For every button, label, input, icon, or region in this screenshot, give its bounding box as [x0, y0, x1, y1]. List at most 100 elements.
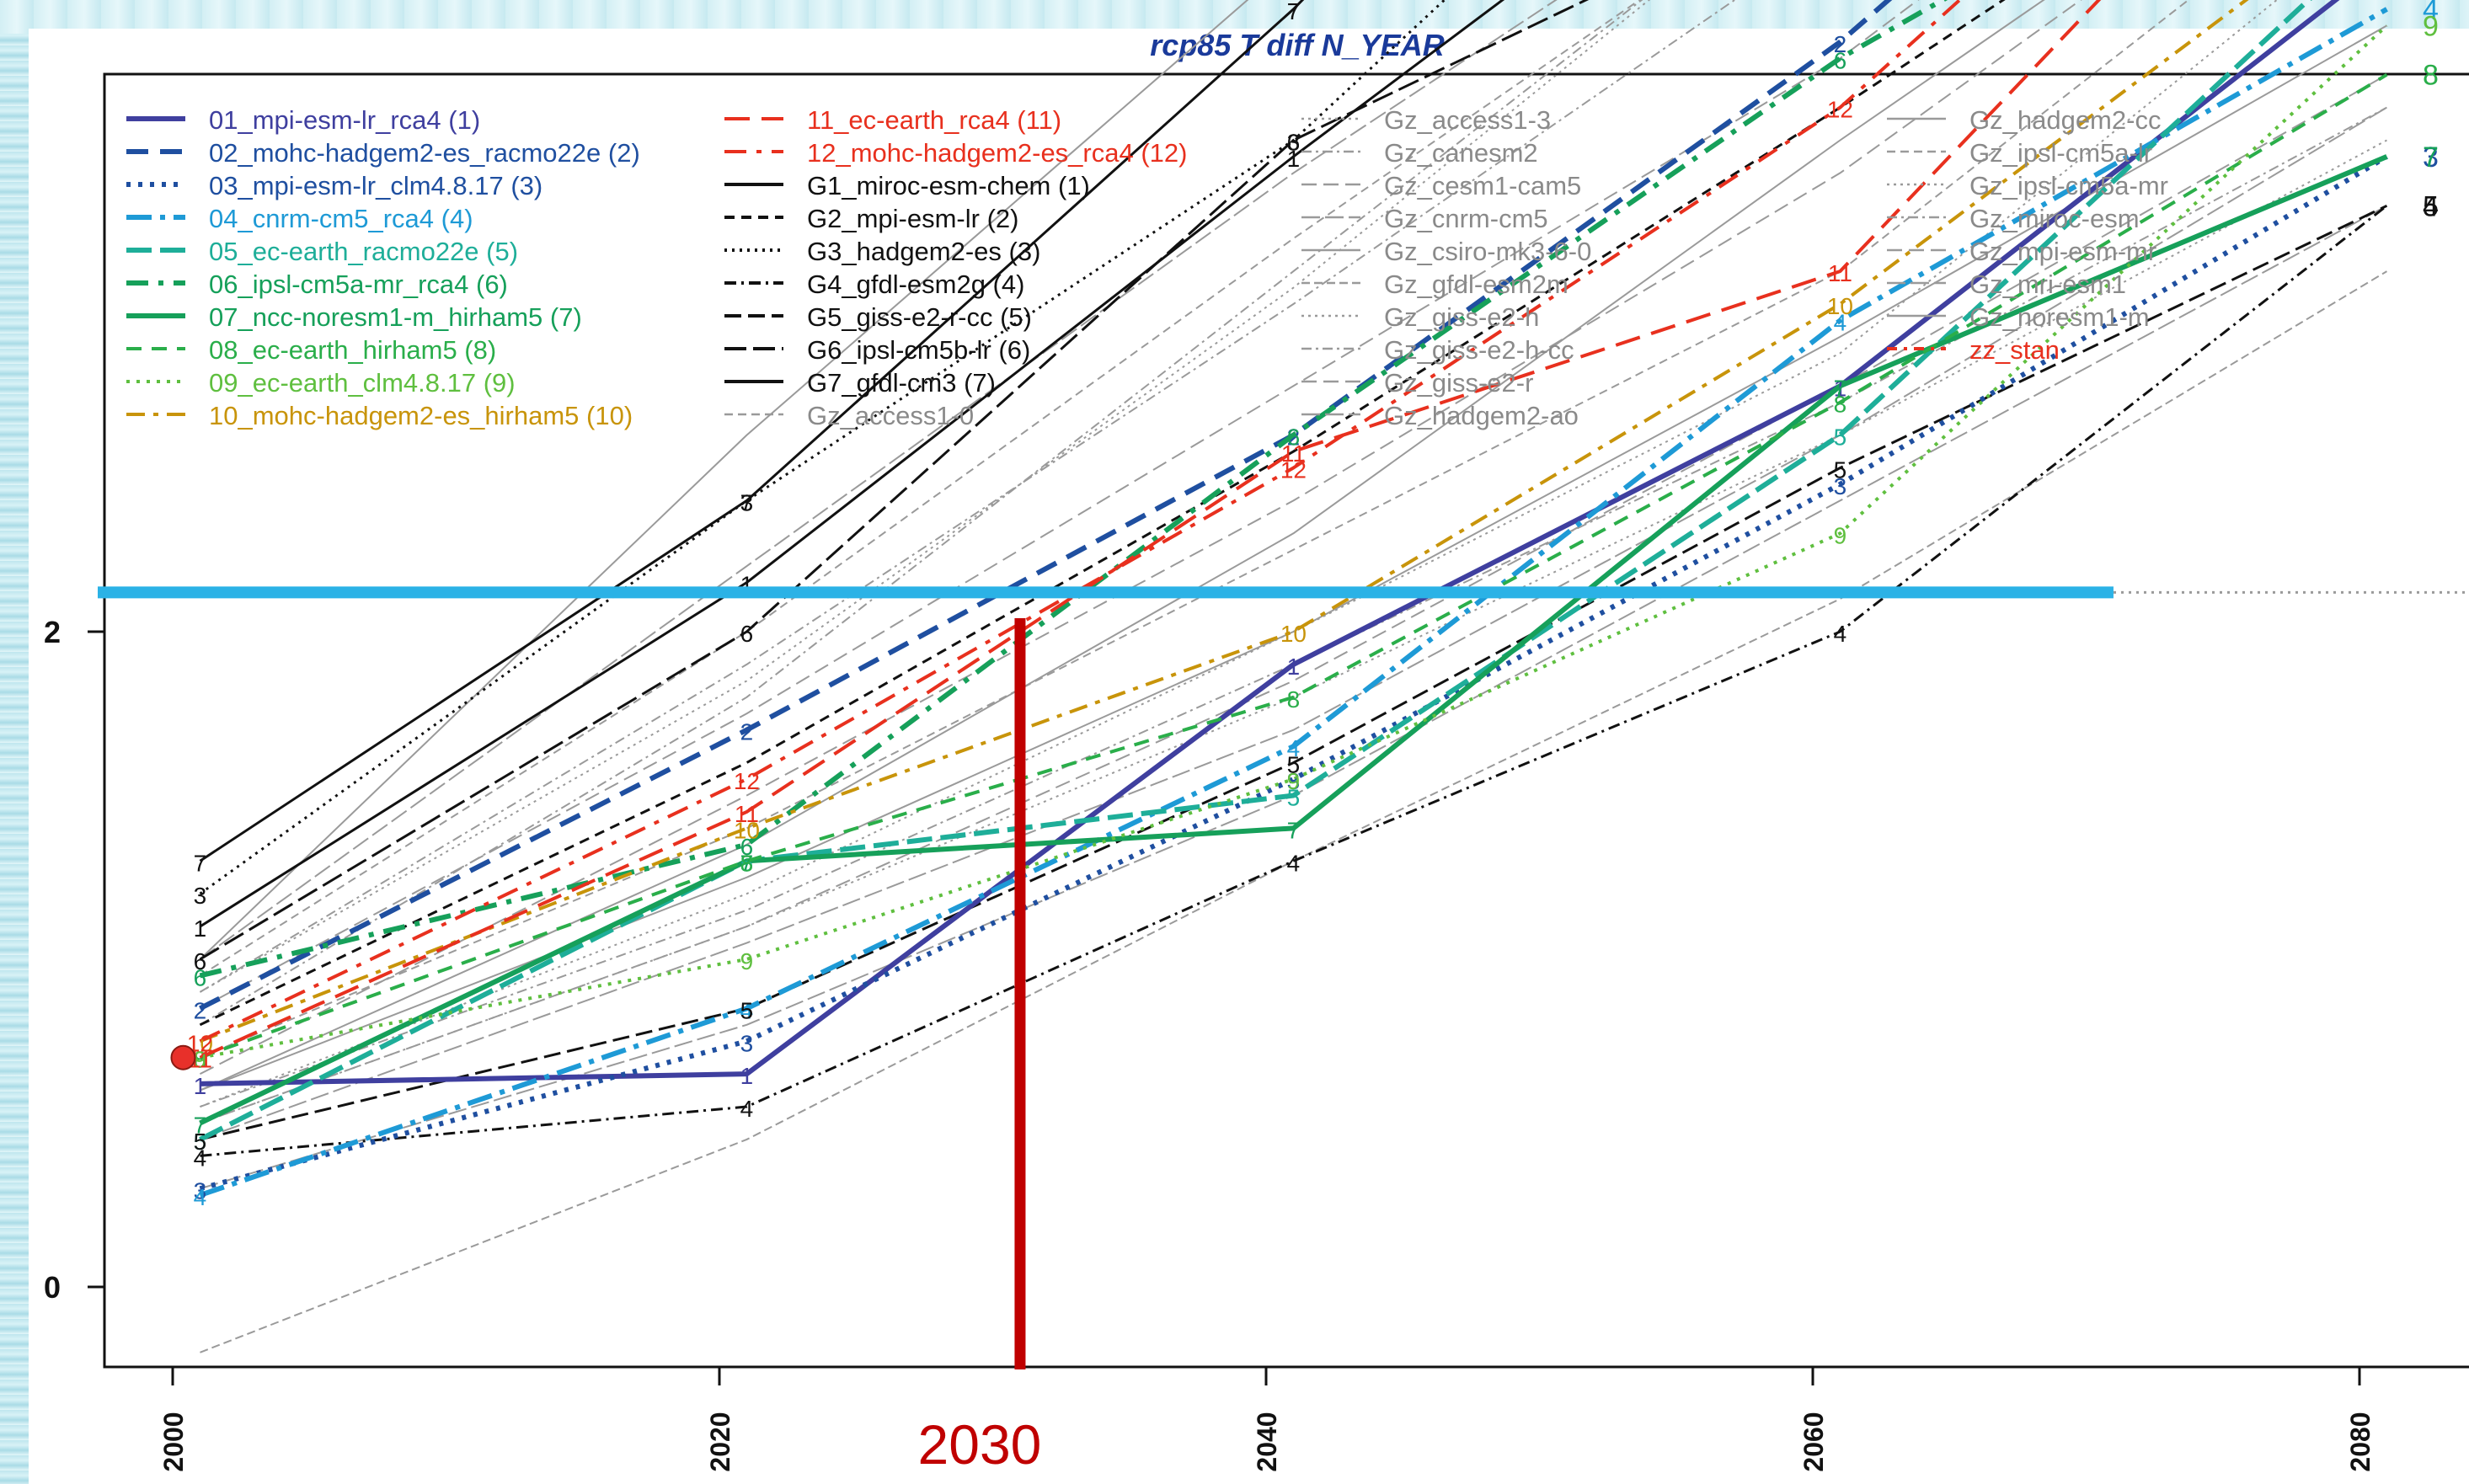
series-point-label: 9 [740, 948, 754, 974]
series-line [200, 106, 2387, 1140]
series-line [199, 0, 1505, 928]
series-point-label: 6 [1287, 130, 1301, 156]
series-point-label: 5 [740, 850, 754, 876]
series-line [199, 0, 1249, 960]
series-line [200, 204, 2388, 1141]
series-point-label: 12 [734, 768, 760, 794]
x-tick-label: 2040 [1252, 1412, 1282, 1471]
series-point-label: 2 [194, 997, 207, 1023]
series-point-label: 3 [740, 489, 754, 515]
series-point-label: 7 [1834, 375, 1847, 401]
series-point-label: 9 [194, 1047, 207, 1073]
legend-entry: G2_mpi-esm-lr (2) [807, 204, 1018, 233]
chart-panel [29, 29, 2469, 1484]
legend-entry: 11_ec-earth_rca4 (11) [807, 105, 1061, 135]
series-point-label: 6 [1287, 424, 1301, 451]
legend-entry: Gz_gfdl-esm2m [1384, 270, 1569, 299]
legend-entry: G3_hadgem2-es (3) [807, 237, 1040, 266]
series-line [199, 0, 1948, 979]
series-line [199, 0, 1651, 993]
series-point-label: 5 [1834, 457, 1847, 483]
series-point-label: 6 [740, 834, 754, 860]
series-point-label: 8 [1287, 686, 1301, 713]
series-line [199, 0, 2312, 1142]
series-point-label: 5 [1287, 785, 1301, 811]
legend-entry: Gz_csiro-mk3-6-0 [1384, 237, 1591, 266]
legend-entry: Gz_hadgem2-ao [1384, 401, 1579, 430]
legend-entry: 03_mpi-esm-lr_clm4.8.17 (3) [209, 171, 542, 200]
series-point-label: 7 [2423, 141, 2439, 173]
legend-entry: Gz_hadgem2-cc [1969, 105, 2161, 135]
series-line [199, 0, 2249, 1044]
series-point-label: 7 [740, 489, 754, 515]
chart-title: rcp85 T diff N_YEAR [1150, 28, 1444, 62]
decorative-top-strip [0, 0, 2469, 34]
series-line [199, 72, 2388, 1060]
legend-entry: 05_ec-earth_racmo22e (5) [209, 237, 518, 266]
series-line [200, 73, 2387, 1124]
series-line [200, 0, 2340, 1086]
series-point-label: 3 [2423, 141, 2439, 173]
legend-entry: 10_mohc-hadgem2-es_hirham5 (10) [209, 401, 633, 430]
series-point-label: 4 [740, 997, 754, 1023]
series-line [199, 154, 2388, 1126]
legend-entry: 04_cnrm-cm5_rca4 (4) [209, 204, 473, 233]
series-point-label: 9 [2423, 10, 2439, 42]
series-point-label: 8 [1834, 392, 1847, 418]
series-line [199, 0, 2102, 1060]
series-line [199, 7, 2388, 1198]
series-line [200, 0, 2190, 1059]
series-point-label: 6 [194, 964, 207, 990]
series-point-label: 10 [1827, 293, 1853, 319]
series-line [200, 205, 2388, 1157]
legend-entry: 12_mohc-hadgem2-es_rca4 (12) [807, 138, 1187, 168]
series-point-label: 3 [1834, 473, 1847, 499]
legend-entry: 09_ec-earth_clm4.8.17 (9) [209, 368, 516, 398]
vertical-marker-label: 2030 [918, 1413, 1042, 1476]
series-point-label: 11 [735, 801, 759, 827]
series-point-label: 5 [1834, 424, 1847, 451]
series-point-label: 2 [1834, 31, 1847, 57]
y-tick-label: 2 [44, 615, 61, 649]
series-point-label: 3 [194, 883, 207, 909]
series-point-label: 5 [740, 997, 754, 1023]
legend-entry: G7_gfdl-cm3 (7) [807, 368, 996, 398]
series-point-label: 5 [1287, 752, 1301, 778]
y-tick-label: 0 [44, 1270, 61, 1305]
series-point-label: 7 [194, 1113, 207, 1139]
series-point-label: 4 [2423, 190, 2439, 222]
series-point-label: 4 [2423, 0, 2439, 26]
series-point-label: 7 [740, 850, 754, 876]
series-point-label: 1 [194, 1073, 207, 1099]
series-line [199, 0, 1736, 993]
legend-entry: G4_gfdl-esm2g (4) [807, 270, 1024, 299]
x-tick-label: 2020 [705, 1412, 735, 1471]
start-point-marker [170, 1044, 196, 1070]
legend-entry: 01_mpi-esm-lr_rca4 (1) [209, 105, 480, 135]
series-point-label: 4 [1834, 621, 1847, 647]
plot-frame [103, 72, 2469, 1369]
legend-entry: 07_ncc-noresm1-m_hirham5 (7) [209, 302, 582, 332]
legend-entry: Gz_canesm2 [1384, 138, 1538, 168]
series-point-label: 3 [1287, 768, 1301, 794]
series-point-label: 7 [1287, 0, 1301, 24]
series-line [199, 154, 2388, 1192]
legend-entry: 02_mohc-hadgem2-es_racmo22e (2) [209, 138, 640, 168]
series-point-label: 4 [1834, 309, 1847, 335]
legend-entry: Gz_cesm1-cam5 [1384, 171, 1581, 200]
legend-entry: Gz_giss-e2-r [1384, 368, 1533, 398]
series-point-label: 3 [194, 1177, 207, 1204]
series-point-label: 5 [194, 1129, 207, 1155]
series-point-label: 4 [194, 1145, 207, 1171]
series-point-label: 8 [740, 850, 754, 876]
legend-entry: Gz_access1-0 [807, 401, 974, 430]
legend-entry: 08_ec-earth_hirham5 (8) [209, 335, 496, 365]
series-point-label: 7 [194, 850, 207, 876]
series-point-label: 9 [1834, 522, 1847, 548]
series-point-label: 11 [1281, 440, 1306, 467]
legend-entry: Gz_ipsl-cm5a-mr [1969, 171, 2168, 200]
series-point-label: 9 [1287, 768, 1301, 794]
series-line [199, 0, 1963, 1044]
x-tick-label: 2000 [158, 1412, 189, 1471]
